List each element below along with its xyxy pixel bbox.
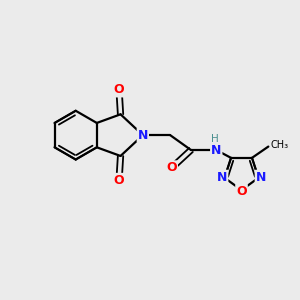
Text: H: H (211, 134, 219, 144)
Text: N: N (138, 129, 148, 142)
Text: N: N (256, 171, 266, 184)
Text: O: O (114, 83, 124, 96)
Text: O: O (167, 161, 177, 174)
Text: O: O (114, 174, 124, 187)
Text: CH₃: CH₃ (271, 140, 289, 150)
Text: O: O (236, 185, 247, 198)
Text: N: N (211, 143, 221, 157)
Text: N: N (217, 171, 227, 184)
